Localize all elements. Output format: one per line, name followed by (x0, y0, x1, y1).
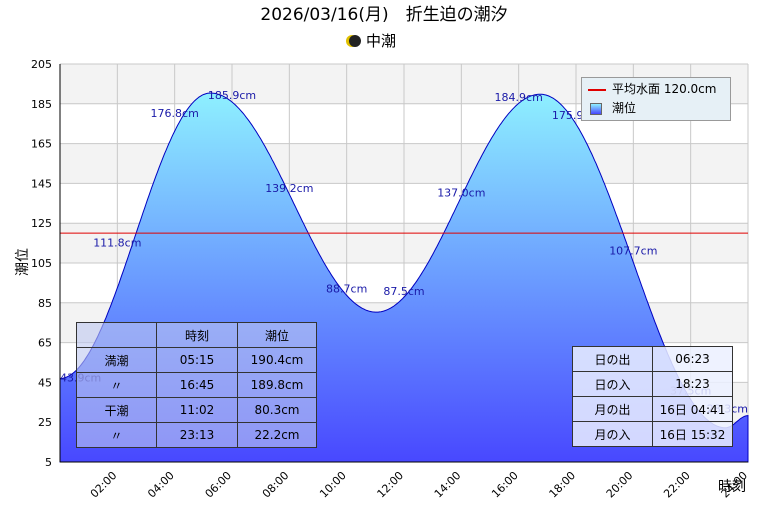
table-row: 〃 16:45 189.8cm (76, 372, 317, 398)
table-cell: 189.8cm (237, 372, 317, 398)
table-cell: 〃 (76, 372, 157, 398)
x-tick-label: 22:00 (661, 469, 693, 501)
table-cell: 干潮 (76, 397, 157, 423)
table-row: 〃 23:13 22.2cm (76, 422, 317, 448)
table-cell: 月の入 (572, 421, 653, 447)
table-cell: 16日 15:32 (652, 421, 733, 447)
table-row: 日の入 18:23 (572, 371, 733, 397)
table-cell: 満潮 (76, 347, 157, 373)
table-row: 月の出 16日 04:41 (572, 396, 733, 422)
table-cell: 日の出 (572, 346, 653, 372)
legend-item-mean: 平均水面 120.0cm (588, 81, 716, 97)
table-cell: 月の出 (572, 396, 653, 422)
x-tick-label: 16:00 (489, 469, 521, 501)
data-label: 176.8cm (151, 107, 199, 120)
table-cell: 190.4cm (237, 347, 317, 373)
y-tick-label: 145 (31, 177, 52, 190)
table-header-row: 時刻 潮位 (76, 322, 317, 348)
y-tick-label: 105 (31, 257, 52, 270)
y-tick-label: 65 (38, 337, 52, 350)
header-cell (76, 322, 157, 348)
chart-title: 2026/03/16(月) 折生迫の潮汐 (260, 5, 507, 25)
data-label: 87.5cm (383, 285, 424, 298)
data-label: 88.7cm (326, 282, 367, 295)
table-row: 日の出 06:23 (572, 346, 733, 372)
y-tick-label: 205 (31, 58, 52, 71)
header-cell: 時刻 (156, 322, 238, 348)
table-row: 月の入 16日 15:32 (572, 421, 733, 447)
table-row: 干潮 11:02 80.3cm (76, 397, 317, 423)
tide-name: 中潮 (366, 32, 396, 50)
x-tick-label: 14:00 (432, 469, 464, 501)
x-tick-label: 18:00 (547, 469, 579, 501)
x-tick-label: 02:00 (88, 469, 120, 501)
legend-label-mean: 平均水面 120.0cm (612, 82, 717, 96)
data-label: 185.9cm (208, 89, 256, 102)
x-tick-label: 20:00 (604, 469, 636, 501)
table-cell: 05:15 (156, 347, 238, 373)
table-row: 満潮 05:15 190.4cm (76, 347, 317, 373)
table-cell: 16:45 (156, 372, 238, 398)
legend: 平均水面 120.0cm 潮位 (581, 77, 731, 121)
legend-item-tide: 潮位 (588, 100, 636, 116)
moon-shadow-icon (349, 35, 361, 47)
data-label: 184.9cm (495, 91, 543, 104)
data-label: 107.7cm (609, 245, 657, 258)
tide-table: 時刻 潮位 満潮 05:15 190.4cm 〃 16:45 189.8cm 干… (76, 322, 317, 448)
table-cell: 18:23 (652, 371, 733, 397)
data-label: 139.2cm (265, 182, 313, 195)
x-tick-label: 12:00 (375, 469, 407, 501)
y-axis-label: 潮位 (15, 248, 31, 276)
x-tick-label: 10:00 (317, 469, 349, 501)
y-tick-label: 25 (38, 416, 52, 429)
y-tick-label: 5 (45, 456, 52, 469)
tide-swatch (590, 102, 602, 115)
table-cell: 16日 04:41 (652, 396, 733, 422)
y-tick-label: 165 (31, 138, 52, 151)
x-tick-label: 06:00 (203, 469, 235, 501)
table-cell: 11:02 (156, 397, 238, 423)
header-cell: 潮位 (237, 322, 317, 348)
x-tick-label: 04:00 (145, 469, 177, 501)
table-cell: 80.3cm (237, 397, 317, 423)
y-tick-label: 45 (38, 376, 52, 389)
table-cell: 23:13 (156, 422, 238, 448)
data-label: 111.8cm (93, 236, 141, 249)
y-tick-label: 185 (31, 98, 52, 111)
table-cell: 22.2cm (237, 422, 317, 448)
table-cell: 日の入 (572, 371, 653, 397)
table-cell: 06:23 (652, 346, 733, 372)
x-axis-label: 時刻 (718, 479, 746, 495)
x-tick-label: 08:00 (260, 469, 292, 501)
y-tick-label: 125 (31, 217, 52, 230)
sun-moon-table: 日の出 06:23 日の入 18:23 月の出 16日 04:41 月の入 16… (572, 346, 733, 447)
legend-label-tide: 潮位 (612, 101, 637, 115)
data-label: 137.0cm (437, 186, 485, 199)
y-tick-label: 85 (38, 297, 52, 310)
table-cell: 〃 (76, 422, 157, 448)
mean-line-swatch (588, 88, 606, 91)
